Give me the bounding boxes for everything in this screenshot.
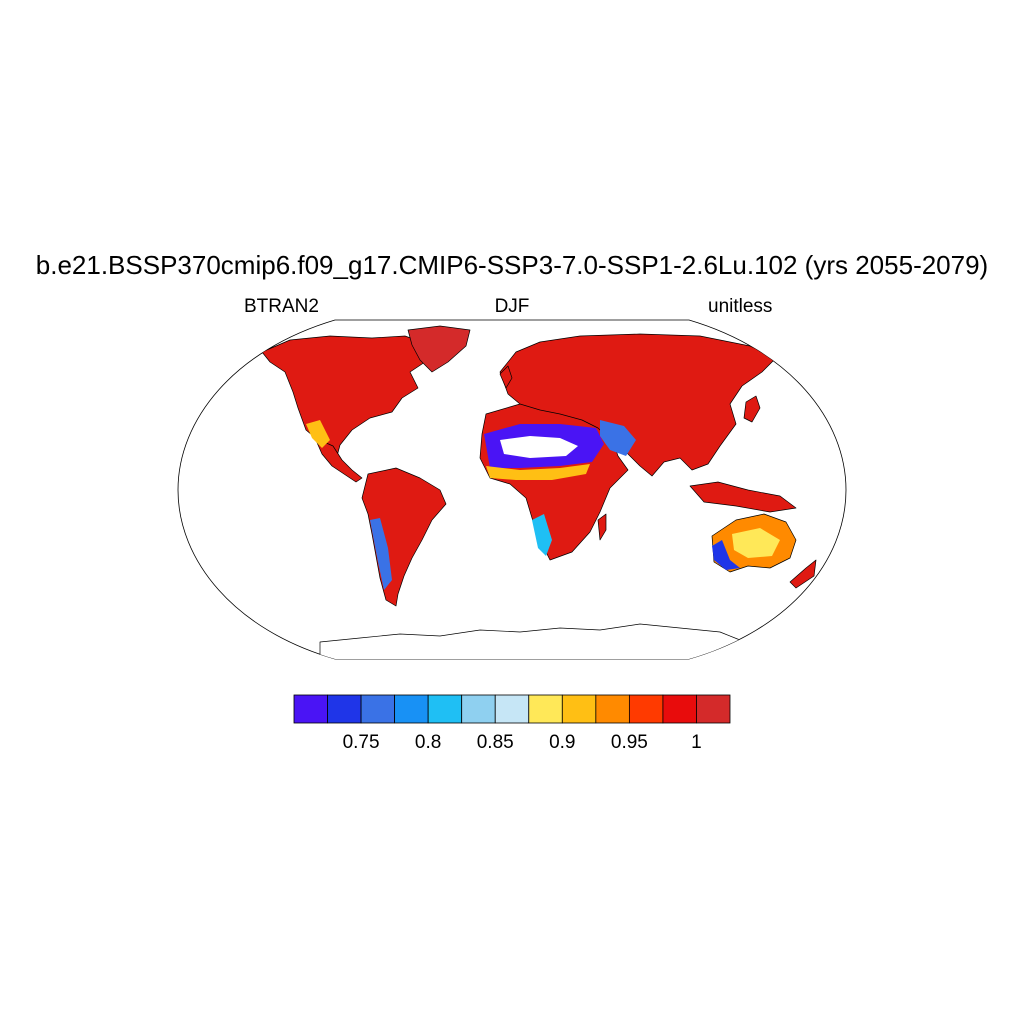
colorbar-swatch xyxy=(662,694,697,724)
sahel-transition xyxy=(486,464,590,480)
colorbar-swatch xyxy=(293,694,328,724)
greenland-land xyxy=(407,325,471,373)
colorbar-swatch xyxy=(360,694,396,724)
units-label: unitless xyxy=(708,296,773,317)
colorbar-swatch xyxy=(595,694,630,724)
central-america-land xyxy=(314,437,363,483)
mexico-dry xyxy=(306,420,330,448)
north-america-land xyxy=(261,335,431,461)
sahara-white-core xyxy=(500,436,578,458)
uk-land xyxy=(499,365,513,389)
colorbar-tick-label: 0.95 xyxy=(610,732,648,753)
andes-dry xyxy=(370,518,392,590)
madagascar-land xyxy=(597,513,607,541)
japan-land xyxy=(743,395,761,423)
colorbar-swatch xyxy=(427,694,463,724)
colorbar-swatch xyxy=(494,694,530,724)
colorbar-tick-label: 0.8 xyxy=(414,732,442,753)
colorbar-swatch xyxy=(528,694,563,724)
colorbar-swatch xyxy=(394,694,429,724)
season-label: DJF xyxy=(494,296,530,317)
australia-interior xyxy=(732,528,780,558)
plot-title: b.e21.BSSP370cmip6.f09_g17.CMIP6-SSP3-7.… xyxy=(35,250,989,280)
middle-east-dry xyxy=(600,420,636,456)
colorbar-swatch xyxy=(696,694,731,724)
southern-africa-dry xyxy=(532,514,552,556)
colorbar-tick-label: 0.75 xyxy=(342,732,380,753)
variable-label: BTRAN2 xyxy=(244,296,319,317)
colorbar-swatch xyxy=(327,694,362,724)
colorbar-tick-label: 1 xyxy=(691,732,702,753)
colorbar-tick-label: 0.85 xyxy=(476,732,514,753)
eurasia-land xyxy=(499,333,777,477)
southeast-asia-islands xyxy=(689,481,797,513)
australia-south-dry xyxy=(712,540,740,570)
new-zealand-land xyxy=(789,559,817,589)
colorbar-swatch xyxy=(461,694,496,724)
colorbar-swatch xyxy=(628,694,664,724)
colorbar-swatch xyxy=(561,694,597,724)
colorbar-tick-label: 0.9 xyxy=(549,732,576,753)
